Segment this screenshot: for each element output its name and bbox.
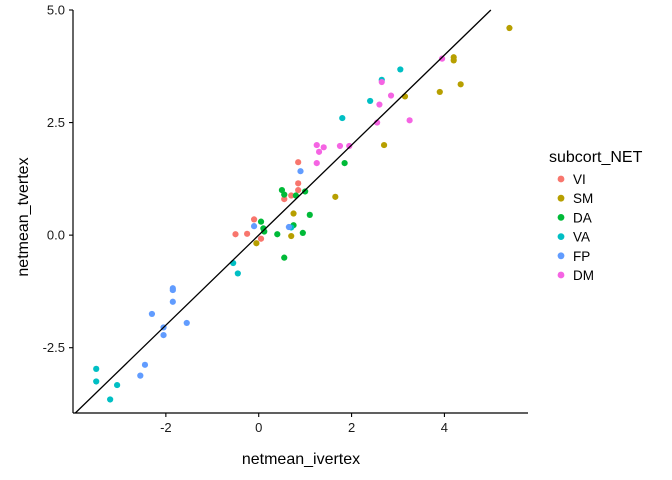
data-point	[450, 57, 457, 64]
data-point	[261, 228, 268, 235]
data-point	[288, 192, 295, 199]
legend-key-da	[557, 214, 565, 221]
data-point	[281, 196, 288, 203]
data-point	[183, 319, 190, 327]
data-point	[346, 142, 353, 150]
x-tick-label: 2	[348, 420, 355, 435]
legend-key-vi	[557, 175, 565, 183]
x-tick-label: 4	[441, 420, 448, 435]
data-point	[93, 365, 100, 372]
data-point	[288, 232, 295, 240]
data-point	[401, 93, 409, 100]
data-point	[387, 92, 395, 99]
y-axis-ticks: -2.5 0.0 2.5 5.0	[43, 3, 73, 355]
legend-key-sm	[557, 194, 565, 202]
legend-key-va	[557, 233, 565, 241]
data-point	[302, 188, 309, 195]
data-point	[306, 211, 313, 218]
data-point	[341, 159, 348, 167]
legend-label-dm: DM	[573, 268, 594, 283]
data-point	[244, 230, 251, 237]
legend-label-vi: VI	[573, 172, 586, 187]
data-point	[290, 210, 297, 217]
data-point	[141, 361, 149, 368]
identity-reference-line	[74, 9, 492, 414]
data-point	[114, 381, 121, 389]
legend-key-dm	[557, 271, 565, 279]
y-axis-title: netmean_tvertex	[15, 157, 32, 276]
data-point	[297, 168, 304, 175]
data-point	[250, 216, 258, 223]
data-point	[406, 117, 413, 124]
data-point	[232, 231, 239, 238]
data-point	[257, 218, 265, 225]
data-point	[378, 78, 385, 86]
data-point	[376, 101, 383, 108]
series-da	[257, 159, 348, 261]
data-point	[253, 240, 260, 247]
series-dm	[313, 55, 446, 167]
data-point	[397, 66, 404, 73]
data-point	[295, 180, 302, 187]
x-axis-title: netmean_ivertex	[242, 451, 360, 468]
data-point	[148, 310, 156, 318]
series-fp	[137, 168, 304, 379]
data-point	[439, 55, 446, 62]
data-point	[313, 141, 320, 149]
data-point	[257, 235, 265, 242]
y-tick-label: 0.0	[47, 228, 65, 243]
data-point	[281, 191, 288, 198]
data-point	[281, 254, 288, 261]
data-point	[295, 187, 302, 194]
data-point	[315, 148, 323, 155]
series-vi	[232, 159, 302, 242]
data-point	[320, 144, 327, 151]
data-point	[250, 223, 258, 230]
data-point	[339, 114, 346, 122]
legend: subcort_NET VI SM DA VA FP DM	[549, 149, 643, 283]
data-point	[380, 141, 388, 149]
data-point	[107, 396, 114, 403]
legend-label-sm: SM	[573, 191, 593, 206]
data-point	[313, 159, 320, 167]
legend-label-va: VA	[573, 230, 590, 245]
data-point	[506, 24, 513, 32]
legend-key-fp	[557, 252, 565, 260]
data-point	[457, 81, 464, 88]
data-point	[436, 88, 443, 96]
legend-label-fp: FP	[573, 249, 590, 264]
data-point	[332, 193, 339, 200]
y-tick-label: -2.5	[43, 340, 65, 355]
data-point	[299, 229, 306, 236]
data-point	[285, 223, 292, 231]
x-axis-ticks: -2 0 2 4	[160, 413, 448, 435]
data-point	[169, 298, 176, 305]
data-point	[234, 270, 241, 277]
data-point	[137, 372, 144, 379]
legend-items: VI SM DA VA FP DM	[557, 172, 594, 283]
data-point	[230, 259, 237, 267]
series-sm	[253, 24, 513, 247]
y-tick-label: 5.0	[47, 3, 65, 18]
x-tick-label: 0	[255, 420, 262, 435]
points-layer	[93, 24, 513, 403]
data-point	[367, 97, 374, 105]
data-point	[274, 231, 281, 238]
data-point	[295, 159, 302, 166]
y-tick-label: 2.5	[47, 115, 65, 130]
data-point	[93, 378, 100, 385]
x-tick-label: -2	[160, 420, 172, 435]
legend-label-da: DA	[573, 210, 592, 225]
legend-title: subcort_NET	[549, 149, 643, 166]
data-point	[336, 142, 344, 150]
data-point	[160, 332, 167, 339]
data-point	[169, 285, 176, 292]
